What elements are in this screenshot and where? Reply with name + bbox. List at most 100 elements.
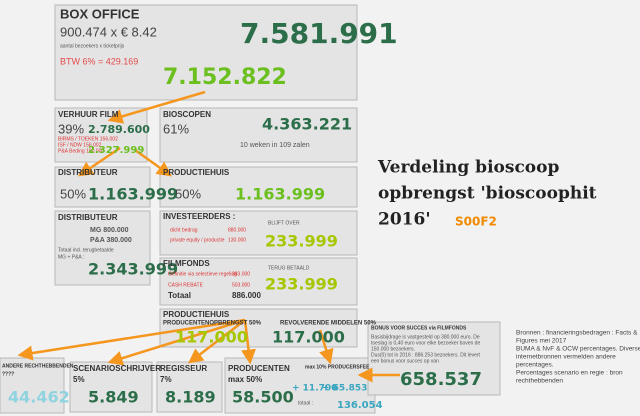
label: 2.789.600 [88,123,150,136]
rechthebbende-box [156,361,223,413]
label: BOX OFFICE [60,6,140,21]
label: 900.474 x € 8.42 [60,24,157,39]
label: rechthebbenden [516,378,563,385]
label: 233.999 [265,275,338,294]
label: 58.500 [232,388,294,407]
label: CASH REBATE [168,282,204,288]
boxes [0,4,501,414]
label: 880.000 [228,227,246,233]
label: 8.189 [165,388,216,407]
distributeur-detail-box [54,210,151,286]
label: + 65.853 [322,384,367,394]
label: dicht bedrag [170,227,198,233]
label: BUMA & NvF & OCW percentages. Diverse [516,346,640,353]
producenten-box [224,357,376,414]
label: internetbronnen vermelden andere [516,354,616,361]
label: Dus(0) tot in 2016 : 886.253 bezoekers. … [371,352,481,358]
rechthebbende-box [0,357,65,414]
label: DISTRIBUTEUR [58,213,118,222]
label: PRODUCENTEN [228,364,290,373]
verhuur-box [54,107,148,163]
label: 5% [73,375,85,384]
label: 10 weken in 109 zalen [240,142,310,149]
label: ISF / NDW 156.002 [58,142,102,148]
label: SCENARIOSCHRIJVER [73,364,161,373]
label: 233.999 [265,232,338,251]
label: private equity / productie [170,237,225,243]
label: FILMFONDS [163,259,210,268]
label: opbrengst 'bioscoophit [378,184,597,204]
arrow [134,148,173,177]
label: 1.163.999 [88,185,178,204]
label: Gefinitie via selectieve regeling [168,271,237,277]
label: 2.343.999 [88,260,178,279]
label: PRODUCENTENOPBRENGST 50% [163,321,262,327]
arrow [318,329,334,365]
label: 886.000 [232,291,261,300]
label: P&A 380.000 [90,237,132,244]
label: BONUS VOOR SUCCES via FILMFONDS [371,325,467,331]
label: Basisbijdrage is vastgesteld op 380.000 … [371,334,480,340]
label: percentages. [516,362,554,369]
label: 2016' [378,210,431,230]
label: Totaal incl. terugbetaalde [58,247,114,253]
label: BIOSCOPEN [163,110,211,119]
label: 61% [163,121,189,136]
label: S00F2 [455,215,497,229]
label: 7.581.991 [240,17,398,50]
label: BTW 6% = 429.169 [60,56,138,66]
label: + 11.700 [292,384,337,394]
arrow [17,318,246,361]
arrow [188,319,246,364]
label: MG + P&A : [58,254,84,260]
label: 130.000 [228,237,246,243]
label: Totaal [168,291,191,300]
label: 150.000 bezoekers. [371,346,415,352]
label: 503.000 [232,282,250,288]
label: 117.000 [175,328,248,347]
label: 44.462 [8,388,70,407]
bioscopen-box [159,107,358,163]
label: Verdeling bioscoop [377,158,559,178]
label: TERUG BETAALD [268,265,310,271]
label: een bonus voor succes op van [371,358,439,364]
label: Bronnen : financieringsbedragen : Facts … [516,330,638,337]
label: 2.327.999 [88,145,144,156]
box-office-box [54,4,358,101]
label: max 50% [228,375,262,384]
arrow [241,319,256,365]
arrows [17,90,400,383]
label: PRODUCTIEHUIS [163,168,230,177]
label: 117.000 [272,328,345,347]
label: BLIJFT OVER [268,220,300,226]
label: INVESTEERDERS : [163,212,235,221]
label: aantal bezoekers x ticketprijs [60,43,125,49]
label: 383.000 [232,271,250,277]
label: REVOLVERENDE MIDDELEN 50% [280,321,377,327]
investeerders-box [159,210,358,256]
label: ANDERE RECHTHEBBENDEN [2,363,74,369]
label: Figures mei 2017 [516,338,567,345]
label: ???? [2,371,14,377]
label: P&A Beding 160.000 [58,148,104,154]
label: Percentages scenario en regie : bron [516,370,623,377]
label: 7.152.822 [163,65,287,90]
label: totaal : [298,400,313,406]
arrow [77,146,121,177]
label: 658.537 [400,369,482,390]
arrow [107,90,206,124]
label: 5.849 [88,388,139,407]
label: 50% [60,186,86,201]
label: DISTRIBUTEUR [58,168,118,177]
arrow [107,318,246,366]
label: toeslag is 0,40 euro voor elke bezoeker … [371,340,480,346]
label: BIRMS / TOEKEN 156.002 [58,136,118,142]
label: REGISSEUR [160,364,207,373]
filmfonds-box [159,257,358,306]
label: 50% [175,186,201,201]
label: 7% [160,375,172,384]
label: max 10% PRODUCERSFEE [305,364,370,370]
label: 136.054 [337,400,383,411]
label: PRODUCTIEHUIS [163,310,230,319]
distributeur-box [54,166,151,208]
